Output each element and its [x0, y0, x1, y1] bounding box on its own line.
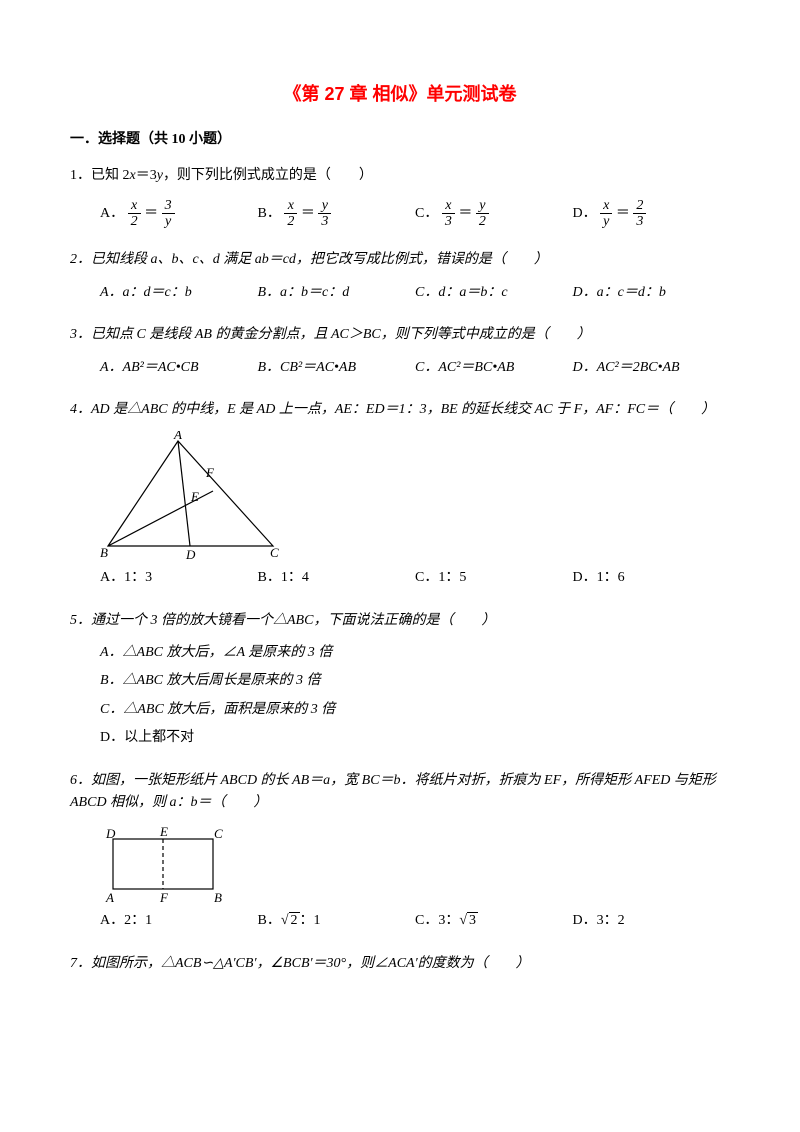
label-B: B	[100, 545, 108, 560]
label-D: D	[185, 547, 196, 561]
q4-opt-b: B．1：4	[258, 567, 416, 589]
eq: ＝	[301, 206, 315, 221]
opt-label: B．	[258, 206, 281, 221]
label-D: D	[105, 826, 116, 841]
q3-stem: 3．已知点 C 是线段 AB 的黄金分割点，且 AC＞BC，则下列等式中成立的是…	[70, 324, 730, 346]
opt-label: A．	[100, 206, 124, 221]
question-2: 2．已知线段 a、b、c、d 满足 ab＝cd，把它改写成比例式，错误的是（ ）…	[70, 249, 730, 310]
q6-figure: D E C A F B	[98, 824, 238, 904]
label-F: F	[159, 890, 169, 904]
opt-b-post: ：1	[300, 913, 321, 928]
q4-options: A．1：3 B．1：4 C．1：5 D．1：6	[70, 567, 730, 595]
opt-c-pre: C．3：	[415, 913, 459, 928]
q7-stem: 7．如图所示，△ACB∽△A′CB′，∠BCB′＝30°，则∠ACA′的度数为（…	[70, 953, 730, 975]
question-7: 7．如图所示，△ACB∽△A′CB′，∠BCB′＝30°，则∠ACA′的度数为（…	[70, 953, 730, 975]
q3-opt-c: C．AC²＝BC•AB	[415, 357, 573, 379]
question-3: 3．已知点 C 是线段 AB 的黄金分割点，且 AC＞BC，则下列等式中成立的是…	[70, 324, 730, 385]
eq: ＝	[144, 206, 158, 221]
question-5: 5．通过一个 3 倍的放大镜看一个△ABC，下面说法正确的是（ ） A．△ABC…	[70, 610, 730, 756]
q3-options: A．AB²＝AC•CB B．CB²＝AC•AB C．AC²＝BC•AB D．AC…	[70, 357, 730, 385]
q4-figure: A B C D E F	[98, 431, 288, 561]
q1-opt-c: C． x3 ＝ y2	[415, 198, 573, 230]
q2-stem: 2．已知线段 a、b、c、d 满足 ab＝cd，把它改写成比例式，错误的是（ ）	[70, 249, 730, 271]
q5-opt-a: A．△ABC 放大后，∠A 是原来的 3 倍	[100, 642, 730, 664]
frac: xy	[600, 198, 612, 230]
label-B: B	[214, 890, 222, 904]
frac: y3	[318, 198, 331, 230]
q5-opt-b: B．△ABC 放大后周长是原来的 3 倍	[100, 670, 730, 692]
q4-opt-d: D．1：6	[573, 567, 731, 589]
q3-opt-a: A．AB²＝AC•CB	[100, 357, 258, 379]
question-4: 4．AD 是△ABC 的中线，E 是 AD 上一点，AE：ED＝1：3，BE 的…	[70, 399, 730, 596]
q1-options: A． x2 ＝ 3y B． x2 ＝ y3 C． x3 ＝ y2 D． xy ＝…	[70, 198, 730, 236]
q6-opt-a: A．2：1	[100, 910, 258, 932]
q1-stem: 1．已知 2x＝3y，则下列比例式成立的是（ ）	[70, 165, 730, 187]
label-E: E	[159, 824, 168, 839]
q6-stem: 6．如图，一张矩形纸片 ABCD 的长 AB＝a，宽 BC＝b．将纸片对折，折痕…	[70, 770, 730, 815]
q1-opt-d: D． xy ＝ 23	[573, 198, 731, 230]
label-E: E	[190, 489, 199, 504]
frac: 3y	[162, 198, 175, 230]
q5-opt-d: D．以上都不对	[100, 727, 730, 749]
frac: y2	[476, 198, 489, 230]
page-title: 《第 27 章 相似》单元测试卷	[70, 80, 730, 109]
q4-opt-a: A．1：3	[100, 567, 258, 589]
opt-label: D．	[573, 206, 597, 221]
opt-b-pre: B．	[258, 913, 281, 928]
sqrt: 2	[281, 912, 300, 928]
q4-opt-c: C．1：5	[415, 567, 573, 589]
label-C: C	[214, 826, 223, 841]
q2-opt-b: B．a：b＝c：d	[258, 282, 416, 304]
q6-opt-b: B．2：1	[258, 910, 416, 932]
q3-opt-b: B．CB²＝AC•AB	[258, 357, 416, 379]
q6-opt-c: C．3：3	[415, 910, 573, 932]
eq: ＝	[616, 206, 630, 221]
q5-options: A．△ABC 放大后，∠A 是原来的 3 倍 B．△ABC 放大后周长是原来的 …	[70, 642, 730, 756]
question-6: 6．如图，一张矩形纸片 ABCD 的长 AB＝a，宽 BC＝b．将纸片对折，折痕…	[70, 770, 730, 939]
frac: x2	[284, 198, 297, 230]
q6-options: A．2：1 B．2：1 C．3：3 D．3：2	[70, 910, 730, 938]
q2-opt-d: D．a：c＝d：b	[573, 282, 731, 304]
q1-opt-b: B． x2 ＝ y3	[258, 198, 416, 230]
eq: ＝	[458, 206, 472, 221]
q1-text-b: ＝3	[136, 168, 157, 183]
q2-opt-c: C．d：a＝b：c	[415, 282, 573, 304]
opt-label: C．	[415, 206, 438, 221]
q1-text-c: ，则下列比例式成立的是（ ）	[163, 168, 373, 183]
label-A: A	[105, 890, 114, 904]
q2-opt-a: A．a：d＝c：b	[100, 282, 258, 304]
label-A: A	[173, 431, 182, 442]
q5-opt-c: C．△ABC 放大后，面积是原来的 3 倍	[100, 699, 730, 721]
q6-opt-d: D．3：2	[573, 910, 731, 932]
sqrt: 3	[459, 912, 478, 928]
q4-stem: 4．AD 是△ABC 的中线，E 是 AD 上一点，AE：ED＝1：3，BE 的…	[70, 399, 730, 421]
q1-opt-a: A． x2 ＝ 3y	[100, 198, 258, 230]
q5-stem: 5．通过一个 3 倍的放大镜看一个△ABC，下面说法正确的是（ ）	[70, 610, 730, 632]
section-header: 一．选择题（共 10 小题）	[70, 129, 730, 151]
frac: x3	[442, 198, 455, 230]
q3-opt-d: D．AC²＝2BC•AB	[573, 357, 731, 379]
frac: 23	[633, 198, 646, 230]
label-F: F	[205, 465, 215, 480]
label-C: C	[270, 545, 279, 560]
q2-options: A．a：d＝c：b B．a：b＝c：d C．d：a＝b：c D．a：c＝d：b	[70, 282, 730, 310]
question-1: 1．已知 2x＝3y，则下列比例式成立的是（ ） A． x2 ＝ 3y B． x…	[70, 165, 730, 235]
frac: x2	[128, 198, 141, 230]
q1-text-a: 1．已知 2	[70, 168, 130, 183]
